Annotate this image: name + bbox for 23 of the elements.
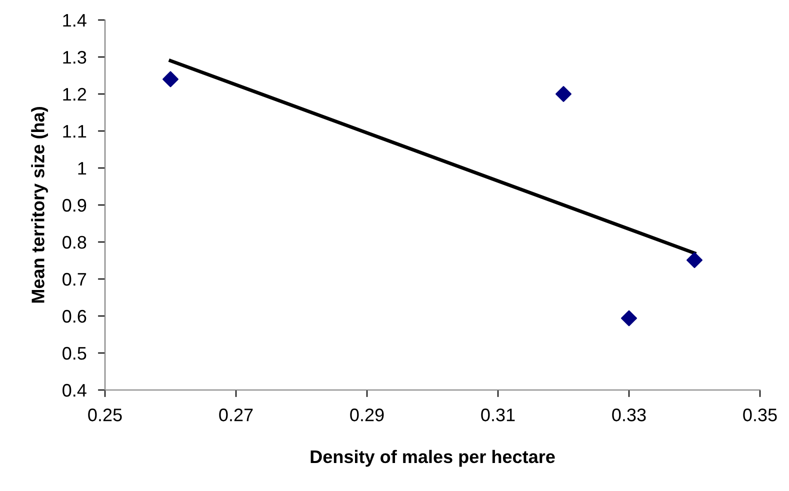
point xyxy=(162,71,178,88)
point xyxy=(556,86,572,102)
x-tick-label: 0.27 xyxy=(219,408,253,422)
x-tick-label: 0.29 xyxy=(350,408,384,422)
x-tick-label: 0.25 xyxy=(88,408,122,422)
y-axis-title: Mean territory size (ha) xyxy=(31,107,48,303)
y-tick-label: 0.4 xyxy=(62,384,86,397)
y-tick-label: 0.5 xyxy=(62,346,86,360)
x-axis-title: Density of males per hectare xyxy=(310,450,555,467)
y-tick-label: 0.7 xyxy=(62,272,86,286)
x-tick-label: 0.35 xyxy=(743,408,777,422)
y-tick-label: 1 xyxy=(78,162,86,175)
y-tick-label: 1.2 xyxy=(63,88,86,101)
y-tick-label: 1.4 xyxy=(63,14,86,27)
point xyxy=(686,252,702,268)
y-tick-label: 1.3 xyxy=(63,50,86,64)
x-tick-label: 0.33 xyxy=(612,408,646,422)
y-tick-label: 0.6 xyxy=(62,310,86,323)
x-tick-label: 0.31 xyxy=(481,408,515,422)
point xyxy=(621,310,637,326)
y-tick-label: 1.1 xyxy=(63,125,86,138)
y-tick-label: 0.8 xyxy=(62,236,86,249)
y-tick-label: 0.9 xyxy=(62,198,86,212)
